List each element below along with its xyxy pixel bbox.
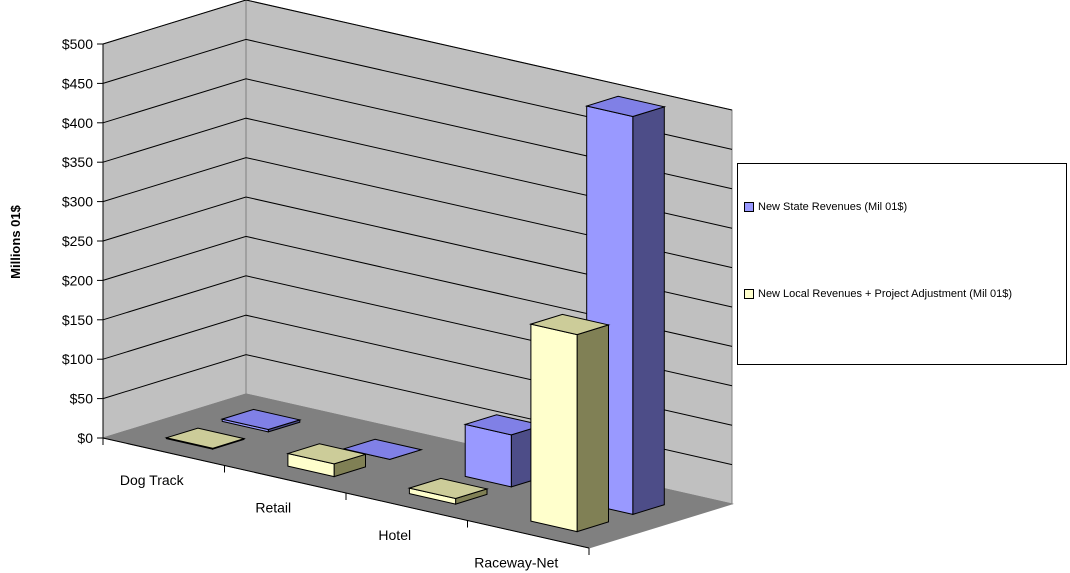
y-tick-label: $300 — [62, 194, 93, 210]
bar-top — [164, 427, 246, 449]
bar-state-dog-track — [220, 408, 302, 433]
bar-local-hotel — [407, 477, 489, 505]
y-tick-labels: $0 $50 $100 $150 $200 $250 $300 $350 $400 $450 $50… — [62, 36, 93, 446]
legend: New State Revenues (Mil 01$) New Local R… — [737, 163, 1067, 365]
y-tick-label: $200 — [62, 272, 93, 288]
bar-top — [407, 477, 489, 500]
bar-front — [530, 323, 578, 533]
x-tick-label: Hotel — [378, 527, 411, 543]
bar-local-dog-track — [164, 427, 246, 450]
bar-side — [632, 106, 665, 516]
y-tick-label: $100 — [62, 351, 93, 367]
legend-swatch-local — [744, 289, 754, 299]
chart-bars — [164, 95, 667, 533]
y-tick-label: $350 — [62, 154, 93, 170]
y-tick-label: $0 — [77, 430, 93, 446]
legend-item-state: New State Revenues (Mil 01$) — [744, 201, 907, 213]
gridline — [102, 235, 733, 347]
gridline — [102, 196, 733, 308]
gridline — [102, 117, 733, 229]
gridline — [102, 157, 733, 269]
legend-item-local: New Local Revenues + Project Adjustment … — [744, 288, 1012, 300]
legend-swatch-state — [744, 202, 754, 212]
legend-label-state: New State Revenues (Mil 01$) — [758, 201, 908, 213]
gridline — [102, 0, 733, 111]
chart-axes — [102, 44, 590, 555]
x-tick-label: Retail — [255, 499, 291, 515]
bar-local-raceway-net — [528, 313, 611, 533]
y-tick-label: $400 — [62, 115, 93, 131]
x-tick-labels: Dog Track Retail Hotel Raceway-Net — [120, 472, 559, 571]
bar-top — [285, 443, 368, 465]
y-tick-label: $250 — [62, 233, 93, 249]
y-axis-title: Millions 01$ — [8, 204, 23, 278]
y-tick-label: $500 — [62, 36, 93, 52]
bar-side — [576, 324, 609, 533]
bar-top — [341, 438, 424, 460]
gridline — [102, 38, 733, 150]
x-tick-label: Raceway-Net — [474, 554, 558, 570]
bar-top — [528, 313, 611, 336]
legend-label-local: New Local Revenues + Project Adjustment … — [758, 288, 1013, 300]
bar-top — [220, 408, 302, 431]
y-tick-label: $150 — [62, 312, 93, 328]
y-tick-label: $450 — [62, 75, 93, 91]
y-tick-label: $50 — [70, 391, 94, 407]
gridline — [102, 78, 733, 190]
bar-top — [584, 95, 667, 118]
x-tick-label: Dog Track — [120, 472, 185, 488]
bar-local-retail — [285, 443, 368, 478]
